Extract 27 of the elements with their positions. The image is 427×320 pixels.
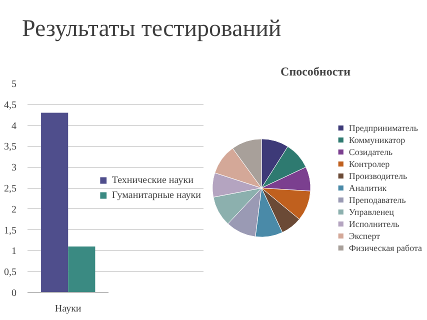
chart-title: Результаты тестирований [22, 15, 282, 44]
y-tick-label: 4 [12, 120, 16, 132]
legend-label: Контролер [348, 158, 390, 168]
legend-label: Технические науки [112, 174, 194, 186]
y-tick-label: 0 [12, 288, 16, 299]
x-tick-label: Науки [54, 304, 82, 314]
y-tick-label: 3,5 [4, 142, 16, 153]
legend-label: Управленец [348, 206, 394, 216]
y-tick-label: 4,5 [4, 100, 16, 111]
y-tick-label: 0,5 [4, 267, 16, 278]
y-tick-label: 2,5 [4, 184, 16, 194]
legend-label: Коммуникатор [348, 134, 406, 144]
y-tick-label: 3 [12, 162, 16, 174]
legend-label: Преподаватель [348, 194, 406, 204]
y-tick-label: 1,5 [4, 225, 16, 236]
legend-label: Производитель [348, 170, 408, 180]
legend-label: Физическая работа [348, 242, 422, 252]
legend-label: Исполнитель [348, 218, 400, 228]
y-tick-label: 2 [12, 204, 16, 216]
legend-label: Эксперт [348, 230, 380, 240]
legend-label: Предприниматель [348, 122, 418, 132]
y-tick-label: 1 [12, 246, 16, 258]
legend-label: Созидатель [348, 146, 393, 156]
legend-label: Гуманитарные науки [112, 190, 201, 200]
y-tick-label: 5 [12, 79, 16, 90]
chart-title: Способности [280, 64, 351, 78]
legend-label: Аналитик [348, 182, 387, 192]
